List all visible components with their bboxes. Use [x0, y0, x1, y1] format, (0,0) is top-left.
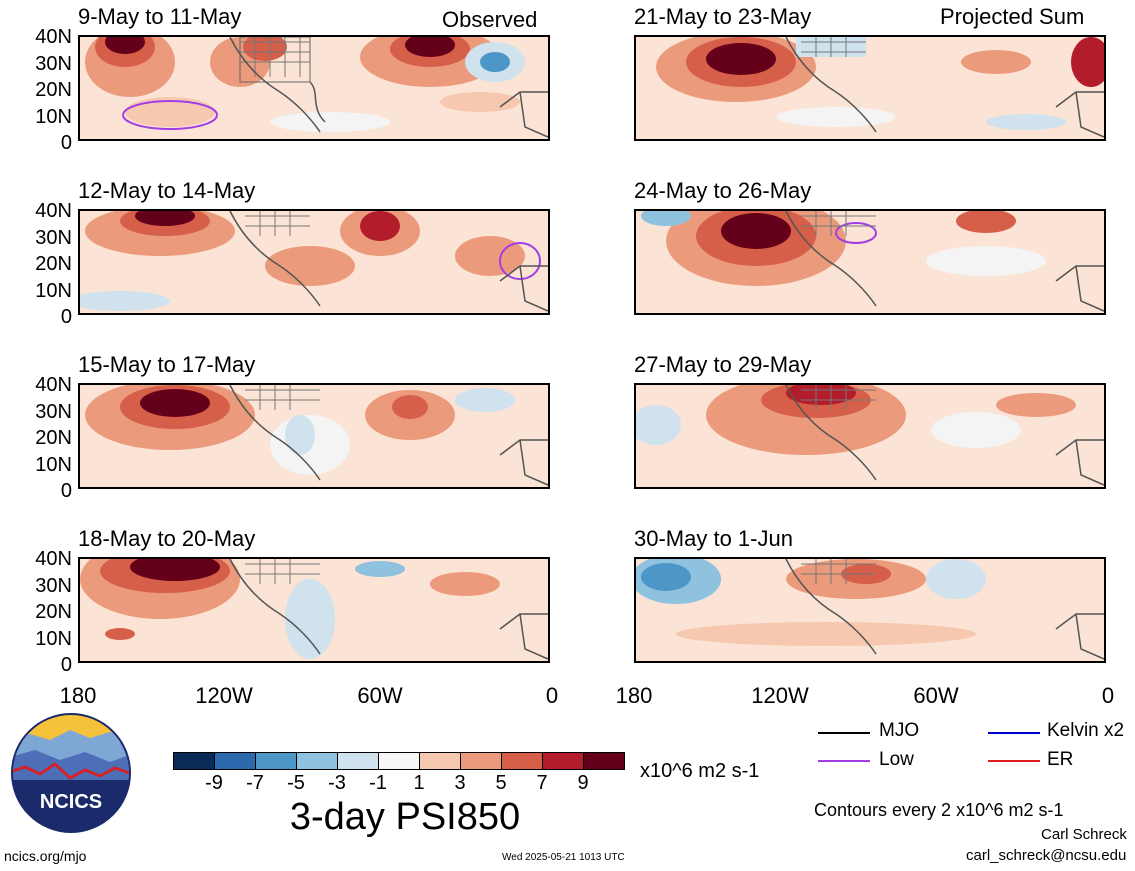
colorbar-swatch-10 — [583, 752, 625, 770]
legend-low-line — [818, 760, 870, 762]
colorbar-swatch-7 — [460, 752, 502, 770]
colorbar-label-7: 5 — [495, 772, 507, 794]
lat-label-row2-1: 30N — [35, 226, 72, 249]
colorbar-label-2: -5 — [287, 772, 305, 794]
ncics-logo: NCICS — [10, 712, 132, 834]
lat-label-row2-3: 10N — [35, 279, 72, 302]
colorbar-swatch-0 — [173, 752, 215, 770]
lat-label-row1-3: 10N — [35, 105, 72, 128]
map-panel-5 — [78, 383, 550, 489]
colorbar-swatch-3 — [296, 752, 338, 770]
lat-label-row3-1: 30N — [35, 400, 72, 423]
panel-title-1: 9-May to 11-May — [78, 4, 242, 29]
colorbar-swatch-9 — [542, 752, 584, 770]
lat-label-row4-0: 40N — [35, 548, 72, 570]
map-panel-4 — [634, 209, 1106, 315]
lat-label-row2-4: 0 — [60, 306, 72, 328]
colorbar-swatch-4 — [337, 752, 379, 770]
colorbar-label-1: -7 — [246, 772, 264, 794]
colorbar-swatch-8 — [501, 752, 543, 770]
colorbar-label-6: 3 — [454, 772, 466, 794]
panel-title-4: 24-May to 26-May — [634, 178, 812, 203]
lon-label-180-right: 180 — [615, 683, 653, 708]
lat-label-row4-2: 20N — [35, 601, 72, 623]
legend-low-label: Low — [879, 749, 914, 770]
lat-label-row1-2: 20N — [35, 79, 72, 101]
lat-label-row3-4: 0 — [60, 480, 72, 502]
colorbar-swatch-5 — [378, 752, 420, 770]
colorbar-label-9: 9 — [577, 772, 589, 794]
colorbar-swatch-1 — [214, 752, 256, 770]
legend-er-line — [988, 760, 1040, 762]
lon-label-0-right: 0 — [1101, 683, 1115, 708]
legend-kelvin-label: Kelvin x2 — [1047, 720, 1125, 741]
lon-label-120w-left: 120W — [195, 683, 253, 708]
map-panel-1 — [78, 35, 550, 141]
timestamp: Wed 2025-05-21 1013 UTC — [502, 852, 625, 863]
legend-mjo-line — [818, 732, 870, 734]
author-email: carl_schreck@ncsu.edu — [966, 847, 1127, 864]
colorbar-label-8: 7 — [536, 772, 548, 794]
colorbar-label-0: -9 — [205, 772, 223, 794]
colorbar-swatch-6 — [419, 752, 461, 770]
lat-label-row3-2: 20N — [35, 427, 72, 449]
panel-title-6: 27-May to 29-May — [634, 352, 812, 377]
colorbar-swatch-2 — [255, 752, 297, 770]
lat-label-row1-0: 40N — [35, 26, 72, 48]
colorbar-label-3: -3 — [328, 772, 346, 794]
legend-er-label: ER — [1047, 749, 1074, 770]
map-panel-2 — [634, 35, 1106, 141]
contour-note: Contours every 2 x10^6 m2 s-1 — [814, 800, 1064, 820]
lat-label-row2-0: 40N — [35, 200, 72, 222]
lat-label-row4-4: 0 — [60, 654, 72, 676]
lon-label-120w-right: 120W — [751, 683, 809, 708]
lat-label-row3-3: 10N — [35, 453, 72, 476]
map-panel-3 — [78, 209, 550, 315]
author-name: Carl Schreck — [1041, 826, 1127, 843]
colorbar-units: x10^6 m2 s-1 — [640, 760, 760, 782]
site-url: ncics.org/mjo — [4, 848, 87, 864]
panel-corner-observed: Observed — [442, 7, 538, 32]
main-title: 3-day PSI850 — [289, 796, 521, 838]
logo-text: NCICS — [40, 791, 102, 813]
lon-label-180-left: 180 — [59, 683, 97, 708]
map-panel-7 — [78, 557, 550, 663]
lon-label-60w-right: 60W — [913, 683, 959, 708]
colorbar-label-4: -1 — [369, 772, 387, 794]
colorbar-label-5: 1 — [413, 772, 425, 794]
lat-label-row4-1: 30N — [35, 574, 72, 597]
panel-title-3: 12-May to 14-May — [78, 178, 256, 203]
lon-label-60w-left: 60W — [357, 683, 403, 708]
panel-title-2: 21-May to 23-May — [634, 4, 812, 29]
legend-mjo-label: MJO — [879, 720, 920, 741]
legend-kelvin-line — [988, 732, 1040, 734]
lat-label-row3-0: 40N — [35, 374, 72, 396]
map-panel-8 — [634, 557, 1106, 663]
lat-label-row1-1: 30N — [35, 52, 72, 75]
panel-title-5: 15-May to 17-May — [78, 352, 256, 377]
lat-label-row4-3: 10N — [35, 627, 72, 650]
map-panel-6 — [634, 383, 1106, 489]
lon-label-0-left: 0 — [545, 683, 559, 708]
lat-label-row2-2: 20N — [35, 253, 72, 275]
panel-title-8: 30-May to 1-Jun — [634, 526, 793, 551]
panel-title-7: 18-May to 20-May — [78, 526, 256, 551]
lat-label-row1-4: 0 — [60, 132, 72, 154]
panel-corner-projected: Projected Sum — [940, 4, 1085, 29]
